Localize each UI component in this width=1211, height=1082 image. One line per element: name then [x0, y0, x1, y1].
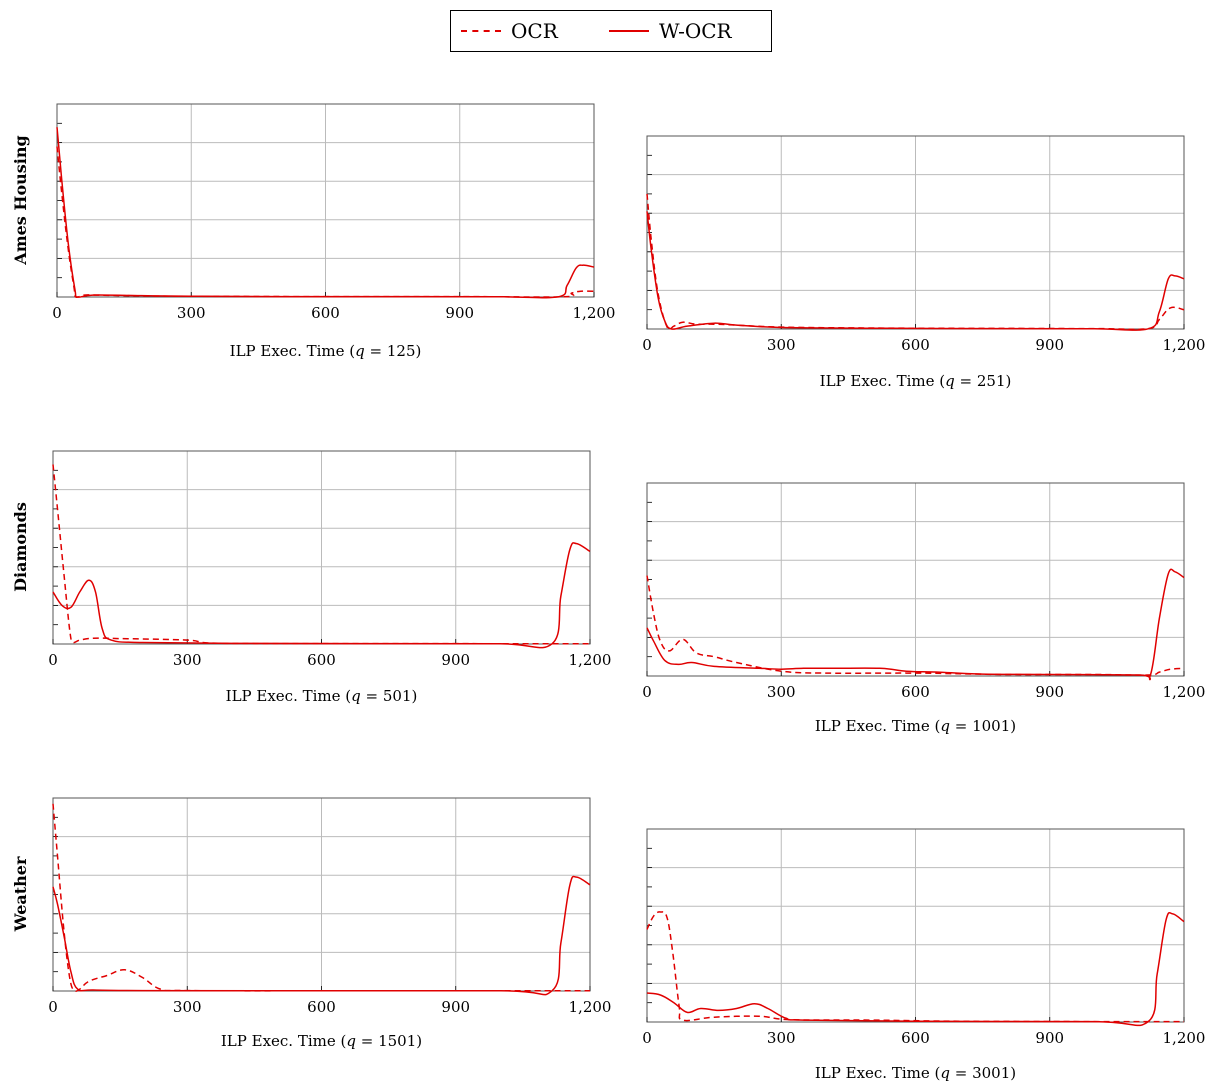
legend-box: OCR W-OCR [450, 10, 772, 52]
x-tick-label: 900 [441, 651, 470, 669]
series-line-w-ocr [646, 911, 1185, 1027]
x-tick-label: 0 [642, 683, 652, 701]
x-tick-label: 600 [901, 1029, 930, 1047]
legend-label-w-ocr: W-OCR [659, 19, 732, 43]
x-tick-label: 300 [173, 651, 202, 669]
x-tick-label: 300 [767, 1029, 796, 1047]
legend-swatch-solid [609, 30, 649, 32]
x-tick-label: 900 [1035, 336, 1064, 354]
row-label-weather: Weather [11, 856, 30, 932]
x-tick-label: 900 [1035, 1029, 1064, 1047]
x-tick-label: 1,200 [1163, 1029, 1206, 1047]
x-tick-label: 1,200 [569, 998, 612, 1016]
x-axis-label: ILP Exec. Time (q = 1001) [815, 717, 1016, 735]
series-line-w-ocr [646, 211, 1185, 331]
chart-panel-1: 0 300 600 900 1,200 ILP Exec. Time (q = 125) [52, 103, 616, 360]
x-tick-label: 300 [767, 336, 796, 354]
chart-panel-3: 0 300 600 900 1,200 ILP Exec. Time (q = 501) [48, 450, 612, 705]
series-line-w-ocr [646, 568, 1185, 681]
x-axis-label: ILP Exec. Time (q = 3001) [815, 1064, 1016, 1082]
x-tick-label: 1,200 [1163, 683, 1206, 701]
x-tick-label: 900 [1035, 683, 1064, 701]
series-line-ocr [52, 803, 590, 992]
x-tick-label: 600 [307, 651, 336, 669]
x-tick-label: 0 [48, 651, 58, 669]
x-axis-label: ILP Exec. Time (q = 1501) [221, 1032, 422, 1050]
x-tick-label: 300 [173, 998, 202, 1016]
x-axis-label: ILP Exec. Time (q = 251) [820, 372, 1012, 390]
x-tick-label: 0 [52, 304, 62, 322]
x-tick-label: 1,200 [1163, 336, 1206, 354]
legend-label-ocr: OCR [511, 19, 558, 43]
x-tick-label: 0 [48, 998, 58, 1016]
x-axis-label: ILP Exec. Time (q = 501) [226, 687, 418, 705]
x-tick-label: 0 [642, 336, 652, 354]
x-tick-label: 600 [901, 336, 930, 354]
series-line-w-ocr [52, 875, 591, 996]
x-tick-label: 0 [642, 1029, 652, 1047]
x-tick-label: 900 [441, 998, 470, 1016]
series-line-w-ocr [56, 127, 595, 299]
x-tick-label: 600 [901, 683, 930, 701]
x-tick-label: 300 [767, 683, 796, 701]
series-line-ocr [52, 464, 590, 645]
x-tick-label: 600 [311, 304, 340, 322]
row-label-diamonds: Diamonds [11, 502, 30, 592]
x-axis-label: ILP Exec. Time (q = 125) [230, 342, 422, 360]
series-line-w-ocr [52, 542, 591, 649]
chart-panel-5: 0 300 600 900 1,200 ILP Exec. Time (q = 1501) [48, 797, 612, 1050]
legend-swatch-dashed [461, 30, 501, 32]
chart-panel-4: 0 300 600 900 1,200 ILP Exec. Time (q = 1001) [642, 482, 1206, 735]
row-label-ames-housing: Ames Housing [11, 135, 30, 265]
x-tick-label: 900 [445, 304, 474, 322]
x-tick-label: 600 [307, 998, 336, 1016]
chart-panel-6: 0 300 600 900 1,200 ILP Exec. Time (q = 3001) [642, 828, 1206, 1082]
x-tick-label: 300 [177, 304, 206, 322]
x-tick-label: 1,200 [569, 651, 612, 669]
legend-item-w-ocr: W-OCR [609, 19, 769, 43]
legend-item-ocr: OCR [461, 19, 581, 43]
x-tick-label: 1,200 [573, 304, 616, 322]
chart-panel-2: 0 300 600 900 1,200 ILP Exec. Time (q = 251) [642, 135, 1206, 390]
